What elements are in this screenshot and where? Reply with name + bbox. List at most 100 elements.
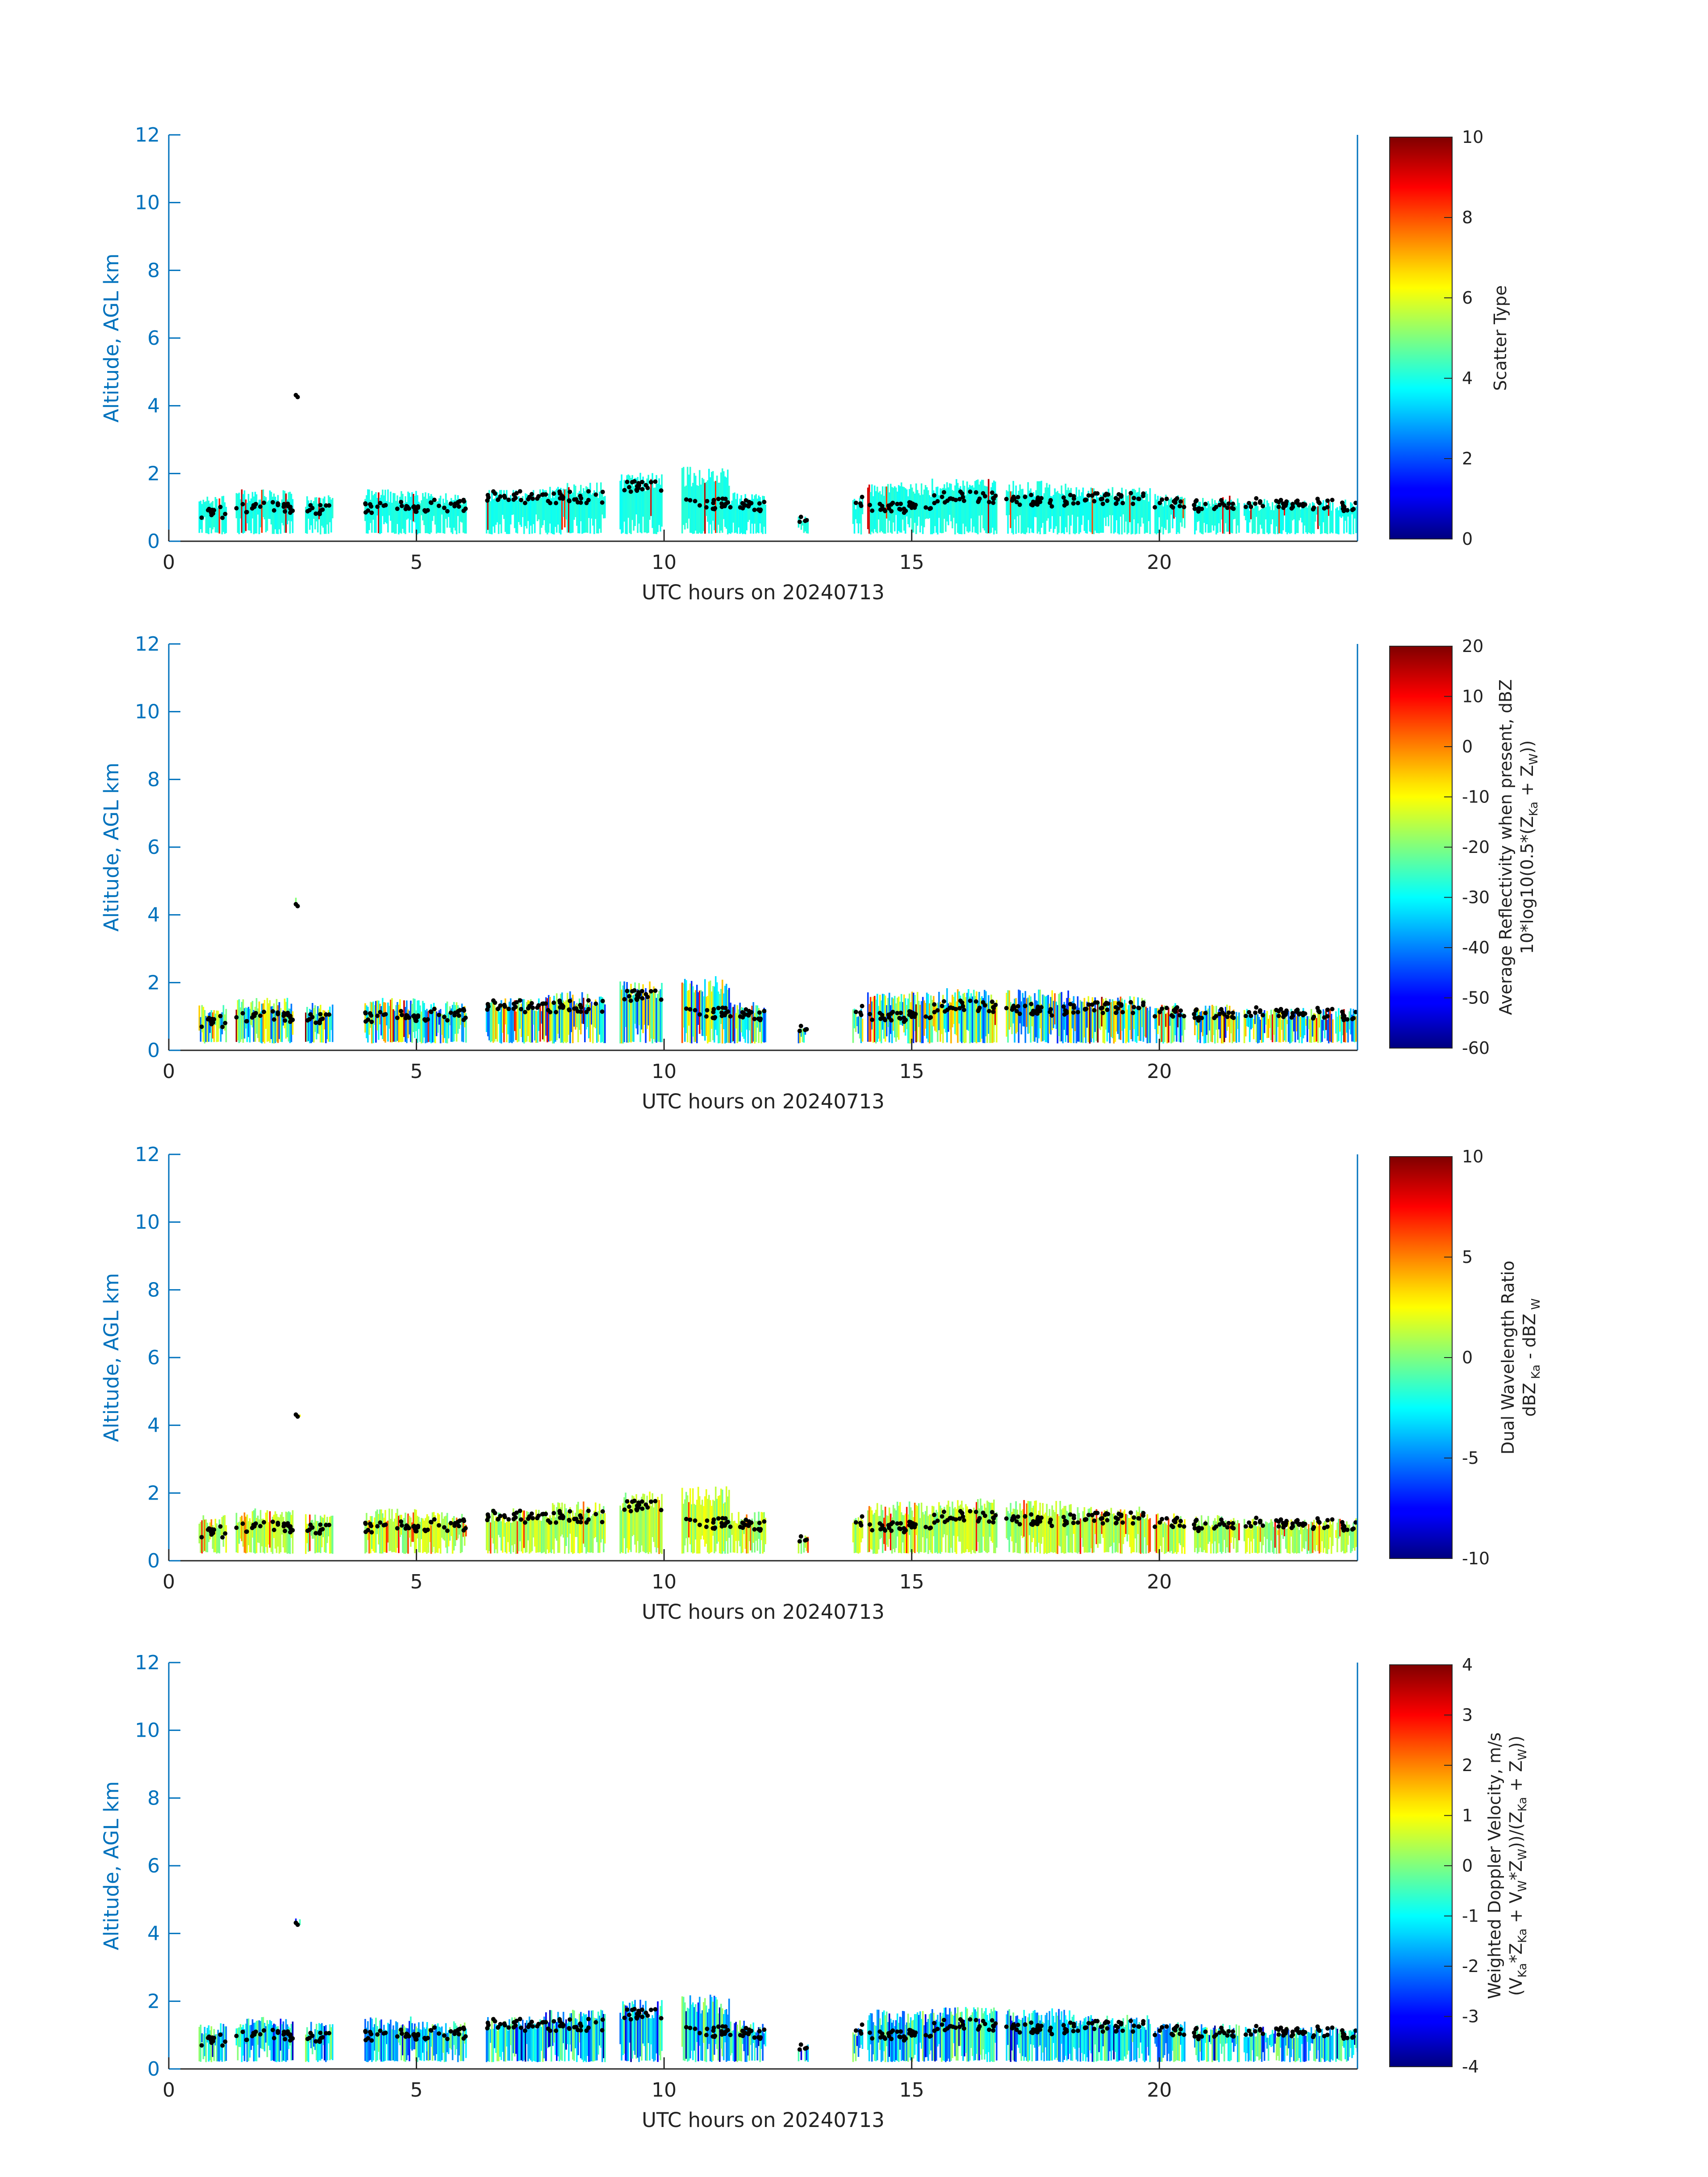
radar-column <box>434 1006 436 1044</box>
radar-column <box>454 494 456 531</box>
radar-column <box>683 1504 685 1554</box>
radar-column <box>426 500 428 533</box>
radar-column <box>933 2013 935 2061</box>
radar-column <box>948 1500 949 1553</box>
radar-column <box>1217 505 1219 533</box>
radar-column <box>726 2009 727 2062</box>
cloud-base-marker <box>1325 2032 1330 2037</box>
radar-column <box>1130 490 1132 535</box>
radar-column <box>1156 2033 1157 2047</box>
cloud-base-marker <box>1104 491 1109 496</box>
radar-column <box>1301 2036 1303 2044</box>
radar-column <box>250 1002 252 1025</box>
radar-column <box>918 1001 920 1027</box>
radar-column <box>621 474 622 534</box>
radar-column <box>515 2020 517 2054</box>
cloud-base-marker <box>1128 1000 1133 1005</box>
radar-column <box>1023 1500 1025 1537</box>
cloud-base-marker <box>551 1000 556 1005</box>
cloud-base-marker <box>251 1012 256 1017</box>
colorbar-label-line-1: Average Reflectivity when present, dBZ <box>1496 679 1516 1015</box>
cloud-base-marker <box>961 498 966 503</box>
radar-column <box>1046 483 1048 521</box>
radar-column <box>1211 1005 1213 1042</box>
radar-column <box>964 993 965 1043</box>
cloud-base-marker <box>514 491 519 496</box>
radar-column <box>591 2010 593 2061</box>
cloud-base-marker <box>593 2020 598 2025</box>
cloud-base-marker <box>1220 2029 1225 2033</box>
cloud-base-marker <box>1192 2030 1197 2035</box>
radar-column <box>958 2022 960 2046</box>
cloud-base-marker <box>1014 2027 1019 2032</box>
radar-column <box>458 1007 460 1029</box>
radar-column <box>1246 503 1248 533</box>
cloud-base-marker <box>295 395 300 400</box>
radar-column <box>1062 1005 1064 1044</box>
radar-column <box>1114 1515 1116 1553</box>
radar-column <box>875 999 877 1044</box>
radar-column <box>465 1013 467 1043</box>
radar-column <box>447 1523 450 1546</box>
x-tick-label: 10 <box>651 1571 677 1593</box>
radar-column <box>589 2018 591 2062</box>
radar-column <box>647 2018 649 2043</box>
radar-column <box>1209 1525 1211 1542</box>
cloud-base-marker <box>496 2025 501 2030</box>
radar-column <box>800 2050 802 2060</box>
radar-column <box>259 1011 262 1043</box>
radar-column <box>548 493 550 533</box>
cloud-base-marker <box>1274 498 1279 503</box>
radar-column <box>1326 509 1328 535</box>
radar-column <box>551 1517 552 1553</box>
radar-column <box>218 1015 221 1029</box>
radar-column <box>627 2008 629 2061</box>
radar-column <box>1071 1520 1073 1553</box>
radar-column <box>1321 1020 1323 1042</box>
radar-column <box>225 1525 227 1553</box>
radar-column <box>1353 506 1354 535</box>
radar-column <box>378 1514 380 1545</box>
radar-column <box>1095 1509 1098 1544</box>
radar-column <box>511 498 513 515</box>
radar-column <box>1335 2027 1337 2062</box>
radar-column <box>961 2011 963 2056</box>
cloud-base-marker <box>1136 1006 1141 1010</box>
radar-column <box>253 1010 255 1042</box>
radar-column <box>418 501 420 534</box>
cloud-base-marker <box>1039 2023 1044 2028</box>
radar-column <box>972 996 973 1043</box>
radar-column <box>1267 1523 1270 1552</box>
cloud-base-marker <box>804 1027 809 1032</box>
radar-column <box>699 990 701 1034</box>
cloud-base-marker <box>543 2020 548 2025</box>
cloud-base-marker <box>1340 1520 1345 1525</box>
radar-column <box>277 1517 279 1547</box>
radar-column <box>273 1514 275 1538</box>
radar-column <box>499 490 501 525</box>
x-tick-label: 20 <box>1147 551 1172 574</box>
radar-column <box>728 2032 730 2061</box>
radar-column <box>639 989 641 1042</box>
radar-column <box>1339 1519 1341 1537</box>
radar-column <box>500 2025 502 2060</box>
radar-column <box>1038 1510 1040 1543</box>
radar-column <box>1338 510 1340 535</box>
radar-column <box>731 1007 733 1042</box>
radar-column <box>542 1514 544 1553</box>
radar-column <box>269 1000 271 1043</box>
radar-column <box>599 2015 601 2046</box>
radar-column <box>459 503 462 522</box>
radar-column <box>919 1005 921 1043</box>
radar-column <box>750 1012 752 1044</box>
y-tick-label: 6 <box>147 327 160 350</box>
radar-column <box>278 502 280 530</box>
radar-column <box>876 486 878 534</box>
radar-column <box>1090 2015 1092 2054</box>
radar-column <box>894 486 896 531</box>
cloud-base-marker <box>991 1516 996 1521</box>
radar-column <box>1042 1503 1044 1537</box>
radar-column <box>625 481 626 534</box>
